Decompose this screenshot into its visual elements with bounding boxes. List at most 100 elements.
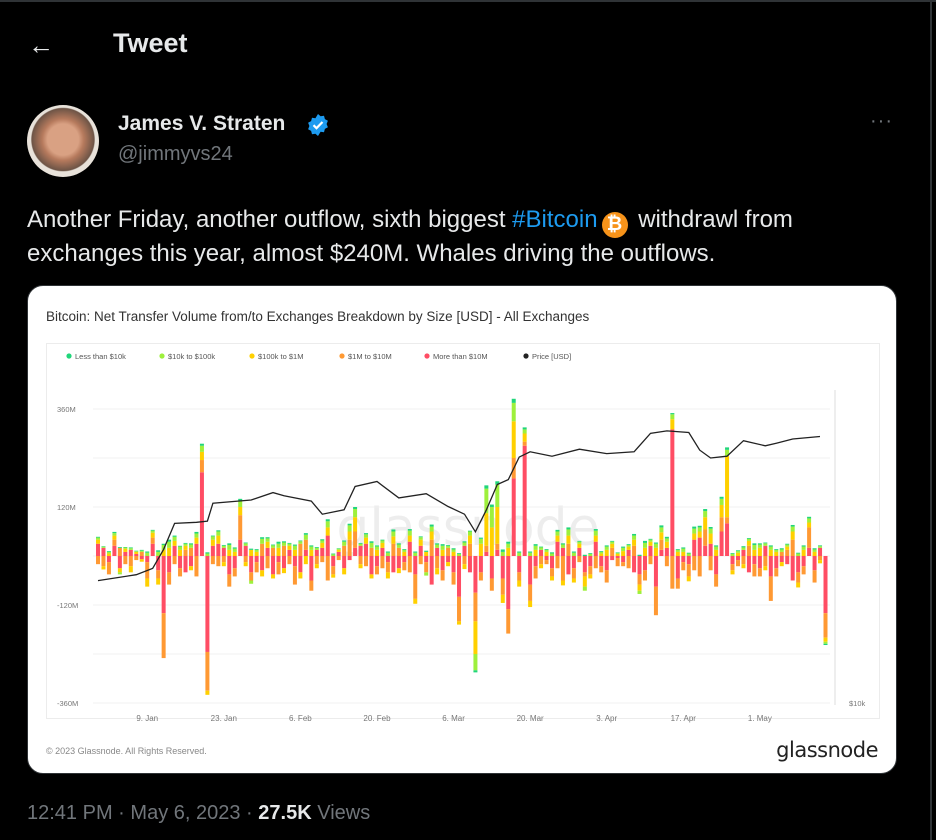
author-name[interactable]: James V. Straten [118,112,286,135]
bar-segment [451,556,456,573]
bar-segment [106,562,111,575]
bar-segment [221,544,226,546]
bar-segment [790,531,795,540]
bar-segment [342,541,347,546]
bar-segment [621,562,626,567]
separator: · [118,802,125,824]
bar-segment [96,539,100,544]
bar-segment [539,547,544,550]
bar-segment [281,556,286,569]
bar-segment [725,449,730,456]
bar-segment [697,537,702,556]
bar-segment [199,443,204,446]
separator: · [246,802,253,824]
bar-segment [708,528,713,534]
bar-segment [752,543,757,545]
window-top-border [0,0,936,2]
arrow-left-icon[interactable]: ← [28,30,54,60]
bar-segment [407,556,412,573]
bar-segment [183,542,188,544]
bar-segment [96,536,100,538]
bar-segment [369,541,374,543]
bar-segment [774,551,779,556]
bar-segment [615,558,620,567]
bar-segment [314,549,319,556]
bar-segment [385,572,390,579]
bar-segment [818,546,823,548]
bar-segment [653,556,658,587]
bar-segment [418,537,423,540]
hashtag-link[interactable]: #Bitcoin [512,206,598,233]
bar-segment [161,613,166,659]
bar-segment [194,543,199,556]
legend-marker [66,353,72,359]
author-handle[interactable]: @jimmyvs24 [118,143,233,165]
bar-segment [156,570,161,579]
legend-marker [159,353,165,359]
bar-segment [314,564,319,569]
bar-segment [517,551,522,553]
bar-segment [227,543,232,545]
avatar[interactable] [27,105,99,177]
bar-segment [533,549,538,556]
bar-segment [807,522,812,528]
bar-segment [112,535,117,540]
bar-segment [555,535,560,542]
price-line [97,430,821,582]
bar-segment [156,551,161,556]
bar-segment [714,574,719,587]
bar-segment [188,543,193,545]
bar-segment [281,568,286,574]
bar-segment [418,536,423,538]
bar-segment [599,551,604,554]
bar-segment [413,551,418,553]
bar-segment [779,562,784,567]
y-tick-label: -120M [57,601,78,610]
bar-segment [188,544,193,548]
bar-segment [106,551,111,552]
bar-segment [385,562,390,573]
bar-segment [194,556,199,577]
bar-segment [692,539,697,556]
bar-segment [752,549,757,556]
bar-segment [566,529,571,536]
bar-segment [588,566,593,575]
bar-segment [358,542,363,544]
bar-segment [604,549,609,556]
bar-segment [101,556,106,567]
bar-segment [648,541,653,546]
bar-segment [768,549,773,556]
bar-segment [582,576,587,587]
bar-segment [659,525,664,528]
bar-segment [320,539,325,541]
bar-segment [281,545,286,556]
page-title: Tweet [113,28,188,58]
bar-segment [807,516,812,519]
bar-segment [478,556,483,573]
x-tick-label: 6. Mar [442,714,465,723]
bar-segment [648,545,653,556]
bar-segment [768,545,773,547]
bar-segment [823,637,828,642]
tweet-date[interactable]: May 6, 2023 [130,802,241,824]
bar-segment [380,540,385,543]
bar-segment [517,572,522,581]
more-options-icon[interactable]: ··· [870,110,893,132]
bar-segment [735,556,740,561]
bar-segment [768,546,773,550]
bar-segment [435,568,440,575]
bar-segment [659,527,664,533]
tweet-time[interactable]: 12:41 PM [27,802,113,824]
bar-segment [364,556,369,567]
bar-segment [544,560,549,565]
bar-segment [369,556,374,575]
bar-segment [254,562,259,573]
bar-segment [659,539,664,550]
bar-segment [790,526,795,532]
bar-segment [632,535,637,540]
bar-segment [117,556,122,569]
bar-segment [719,517,724,532]
bar-segment [172,536,177,541]
bar-segment [303,533,308,535]
bar-segment [369,542,374,548]
